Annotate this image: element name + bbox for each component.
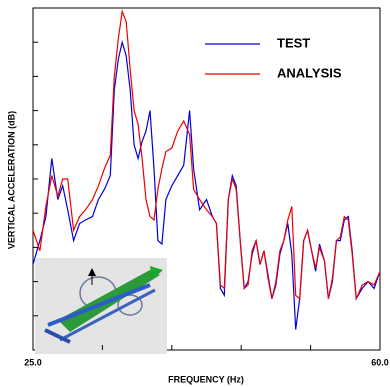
series-line [33,11,380,298]
x-tick-label: 60.0 [371,357,389,367]
chart: FREQUENCY (Hz) VERTICAL ACCELERATION (dB… [0,0,390,387]
legend-label: ANALYSIS [277,65,342,80]
legend-label: TEST [277,35,310,50]
x-tick-label: 25.0 [24,357,42,367]
y-axis-label: VERTICAL ACCELERATION (dB) [6,111,16,249]
inset-image [35,258,167,354]
x-axis-label: FREQUENCY (Hz) [168,374,244,384]
